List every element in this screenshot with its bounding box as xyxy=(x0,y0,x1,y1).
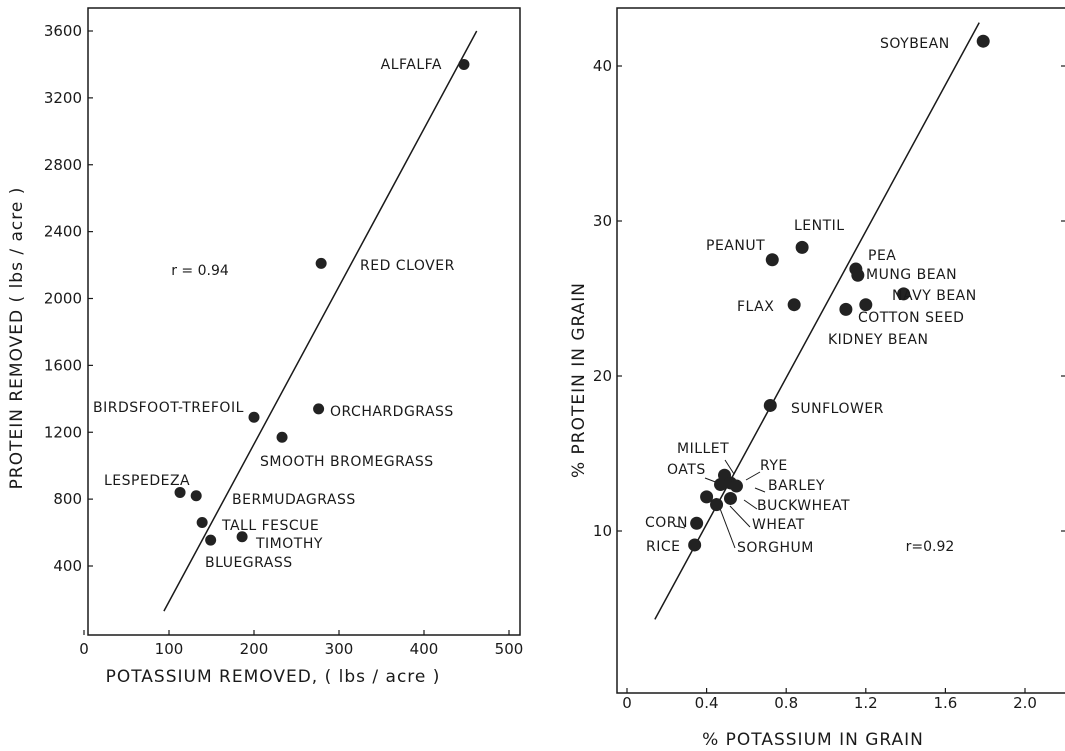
left-chart: 400 800 1200 1600 2000 2400 2800 3200 3600 0 100 20… xyxy=(7,7,524,687)
y-tick-label: 800 xyxy=(53,490,82,508)
data-point xyxy=(458,58,470,70)
point-label: RYE xyxy=(760,458,788,474)
point-label: TALL FESCUE xyxy=(221,518,319,534)
x-tick-label: 0.4 xyxy=(695,694,719,712)
point-label: COTTON SEED xyxy=(858,310,964,326)
point-label: BUCKWHEAT xyxy=(757,498,850,514)
y-axis-title: % PROTEIN IN GRAIN xyxy=(569,282,589,478)
data-point xyxy=(710,498,724,512)
y-tick-label: 1600 xyxy=(44,356,82,374)
point-label: WHEAT xyxy=(752,517,805,533)
point-label: SOYBEAN xyxy=(880,36,950,52)
point-label: NAVY BEAN xyxy=(892,288,977,304)
point-label: MILLET xyxy=(677,441,729,457)
y-tick-label: 40 xyxy=(593,57,612,75)
x-tick-label: 400 xyxy=(410,640,439,658)
y-tick-label: 20 xyxy=(593,367,612,385)
leader-line xyxy=(743,499,758,510)
x-axis-title: POTASSIUM REMOVED, ( lbs / acre ) xyxy=(106,667,441,687)
leader-line xyxy=(724,459,735,475)
point-label: KIDNEY BEAN xyxy=(828,332,928,348)
data-point xyxy=(315,257,327,269)
regression-line xyxy=(163,30,478,612)
data-point xyxy=(851,268,865,282)
data-point xyxy=(688,538,702,552)
point-label: BLUEGRASS xyxy=(205,555,293,571)
y-tick-label: 2400 xyxy=(44,223,82,241)
data-point xyxy=(976,34,990,48)
point-label: LESPEDEZA xyxy=(104,473,190,489)
data-point xyxy=(729,479,743,493)
y-tick-label: 400 xyxy=(53,557,82,575)
y-axis-title: PROTEIN REMOVED ( lbs / acre ) xyxy=(7,187,27,490)
x-tick-label: 1.2 xyxy=(854,694,878,712)
plot-frame xyxy=(616,7,1065,694)
y-tick-label: 10 xyxy=(593,522,612,540)
point-label: PEA xyxy=(868,248,896,264)
point-label: OATS xyxy=(667,462,706,478)
point-label: BIRDSFOOT-TREFOIL xyxy=(93,400,244,416)
data-point xyxy=(859,298,873,312)
regression-line xyxy=(654,22,980,620)
x-tick-label: 0 xyxy=(622,694,632,712)
data-point xyxy=(236,531,248,543)
point-label: LENTIL xyxy=(794,218,845,234)
point-label: BERMUDAGRASS xyxy=(232,492,356,508)
point-label: SMOOTH BROMEGRASS xyxy=(260,454,434,470)
x-tick-label: 100 xyxy=(155,640,184,658)
y-tick-label: 30 xyxy=(593,212,612,230)
y-tick-label: 3600 xyxy=(44,22,82,40)
point-label: ORCHARDGRASS xyxy=(330,404,454,420)
data-point xyxy=(714,478,728,491)
data-point xyxy=(795,240,809,254)
data-point xyxy=(313,403,325,415)
data-point xyxy=(248,411,260,423)
data-point xyxy=(763,398,777,412)
point-label: RED CLOVER xyxy=(360,258,455,274)
data-point xyxy=(897,287,911,301)
data-point xyxy=(690,516,704,530)
point-label: FLAX xyxy=(737,299,774,315)
y-tick-label: 2800 xyxy=(44,156,82,174)
x-axis-title: % POTASSIUM IN GRAIN xyxy=(702,730,924,750)
point-label: ALFALFA xyxy=(381,57,442,73)
data-point xyxy=(765,253,779,267)
data-point xyxy=(700,490,714,504)
point-label: PEANUT xyxy=(706,238,765,254)
data-point xyxy=(276,431,288,443)
data-point xyxy=(787,298,801,312)
point-label: TIMOTHY xyxy=(255,536,323,552)
leader-line xyxy=(674,525,686,529)
data-point xyxy=(196,517,208,529)
correlation-annotation: r=0.92 xyxy=(906,539,955,555)
y-tick-label: 1200 xyxy=(44,423,82,441)
leader-line xyxy=(745,471,761,481)
data-point xyxy=(723,491,737,505)
x-tick-label: 500 xyxy=(495,640,524,658)
point-label: BARLEY xyxy=(768,478,825,494)
x-tick-label: 200 xyxy=(240,640,269,658)
data-point xyxy=(839,302,853,316)
point-label: RICE xyxy=(646,539,680,555)
leader-line xyxy=(754,487,766,493)
x-tick-label: 2.0 xyxy=(1013,694,1037,712)
y-tick-label: 3200 xyxy=(44,89,82,107)
x-tick-label: 1.6 xyxy=(933,694,957,712)
data-point xyxy=(205,534,217,546)
right-chart: 10 20 30 40 0 0.4 0.8 1.2 1.6 2.0 % POTASSIUM IN G… xyxy=(569,7,1065,750)
x-tick-label: 0 xyxy=(79,640,89,658)
point-label: SUNFLOWER xyxy=(791,401,884,417)
point-label: SORGHUM xyxy=(737,540,814,556)
correlation-annotation: r = 0.94 xyxy=(171,263,229,279)
point-label: CORN xyxy=(645,515,688,531)
data-point xyxy=(174,486,186,498)
point-label: MUNG BEAN xyxy=(866,267,957,283)
x-tick-label: 300 xyxy=(325,640,354,658)
data-point xyxy=(190,490,202,502)
x-tick-label: 0.8 xyxy=(774,694,798,712)
leader-line xyxy=(729,505,751,528)
plot-frame xyxy=(87,7,521,636)
y-tick-label: 2000 xyxy=(44,290,82,308)
